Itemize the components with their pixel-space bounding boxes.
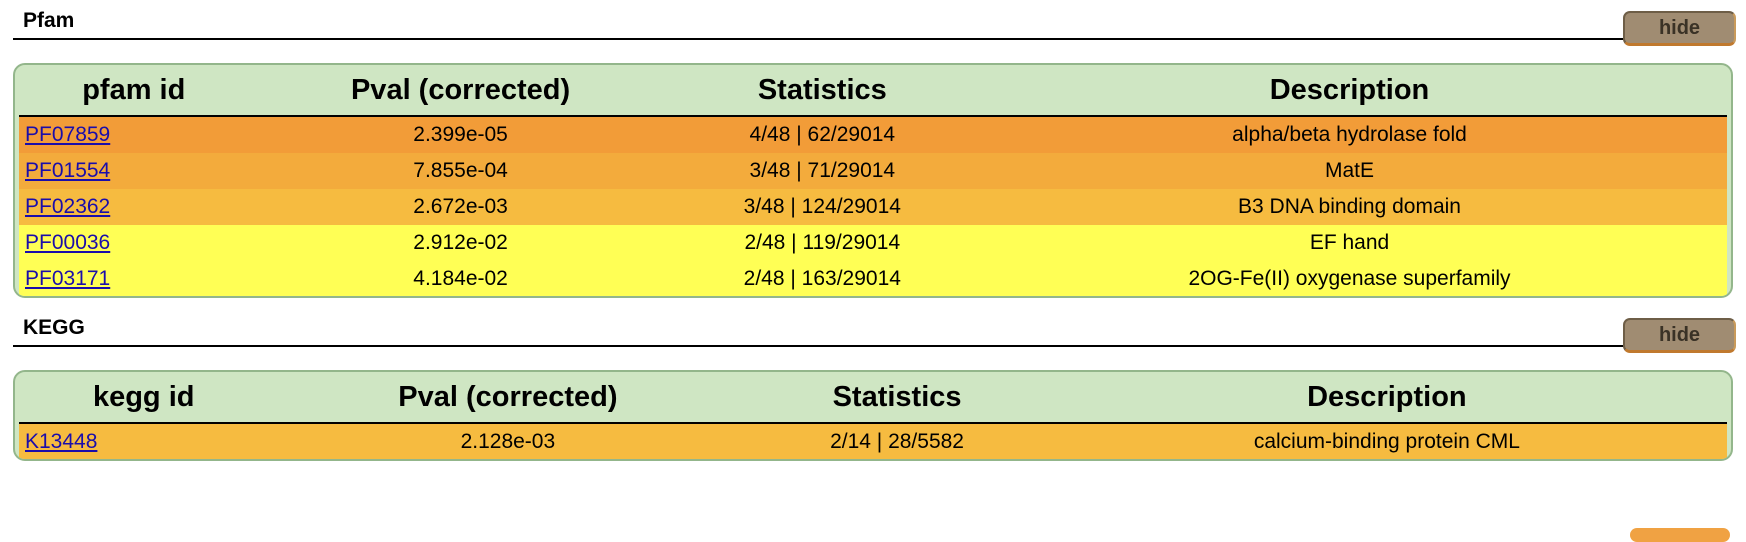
entry-id-link[interactable]: PF07859 (25, 123, 111, 146)
column-header-id: kegg id (19, 372, 269, 424)
column-header-description: Description (1046, 372, 1727, 424)
kegg-rows: K13448 2.128e-03 2/14 | 28/5582 calcium-bin… (19, 423, 1727, 459)
section-divider (13, 38, 1733, 40)
pval-cell: 4.184e-02 (413, 267, 508, 290)
column-header-pval: Pval (corrected) (248, 65, 673, 117)
statistics-cell: 2/48 | 119/29014 (744, 231, 901, 254)
pfam-results-panel: pfam id Pval (corrected) Statistics Desc… (13, 63, 1733, 298)
pval-cell: 2.912e-02 (413, 231, 508, 254)
pval-cell: 7.855e-04 (413, 159, 508, 182)
table-header-row: pfam id Pval (corrected) Statistics Desc… (19, 65, 1727, 117)
table-row: K13448 2.128e-03 2/14 | 28/5582 calcium-bin… (19, 423, 1727, 459)
id-cell: K13448 (19, 423, 268, 459)
pfam-rows: PF07859 2.399e-05 4/48 | 62/29014 alpha/bet… (19, 116, 1727, 296)
statistics-cell: 3/48 | 71/29014 (749, 159, 896, 182)
hide-button[interactable]: hide (1623, 11, 1736, 46)
table-row: PF01554 7.855e-04 3/48 | 71/29014 MatE (19, 153, 1727, 189)
pval-cell: 2.399e-05 (413, 123, 508, 146)
column-header-statistics: Statistics (747, 372, 1047, 424)
entry-id-link[interactable]: PF00036 (25, 231, 111, 254)
description-cell: B3 DNA binding domain (1238, 195, 1461, 218)
section-header-kegg: KEGG hide (13, 307, 1736, 353)
kegg-results-panel: kegg id Pval (corrected) Statistics Desc… (13, 370, 1733, 461)
column-header-statistics: Statistics (672, 65, 973, 117)
statistics-cell: 3/48 | 124/29014 (743, 195, 901, 218)
table-row: PF00036 2.912e-02 2/48 | 119/29014 EF hand (19, 225, 1727, 261)
section-title: KEGG (23, 316, 85, 339)
description-cell: 2OG-Fe(II) oxygenase superfamily (1188, 267, 1511, 290)
entry-id-link[interactable]: PF01554 (25, 159, 111, 182)
entry-id-link[interactable]: PF02362 (25, 195, 111, 218)
statistics-cell: 4/48 | 62/29014 (749, 123, 896, 146)
entry-id-link[interactable]: PF03171 (25, 267, 111, 290)
pval-cell: 2.672e-03 (413, 195, 508, 218)
description-cell: MatE (1325, 159, 1375, 182)
section-divider (13, 345, 1733, 347)
section-title: Pfam (23, 9, 75, 32)
entry-id-link[interactable]: K13448 (25, 430, 98, 453)
description-cell: EF hand (1309, 231, 1390, 254)
next-section-hide-button[interactable] (1630, 528, 1730, 542)
id-cell: PF01554 (19, 153, 249, 189)
id-cell: PF02362 (19, 189, 249, 225)
table-row: PF03171 4.184e-02 2/48 | 163/29014 2OG-Fe(I… (19, 261, 1727, 296)
pfam-results-table: pfam id Pval (corrected) Statistics Desc… (19, 65, 1727, 296)
hide-button[interactable]: hide (1623, 318, 1736, 353)
id-cell: PF00036 (19, 225, 249, 261)
column-header-id: pfam id (19, 65, 249, 117)
column-header-description: Description (972, 65, 1727, 117)
section-header-pfam: Pfam hide (13, 0, 1736, 46)
table-row: PF02362 2.672e-03 3/48 | 124/29014 B3 DNA b… (19, 189, 1727, 225)
column-header-pval: Pval (corrected) (268, 372, 748, 424)
table-row: PF07859 2.399e-05 4/48 | 62/29014 alpha/bet… (19, 116, 1727, 153)
description-cell: calcium-binding protein CML (1253, 430, 1520, 453)
table-header-row: kegg id Pval (corrected) Statistics Desc… (19, 372, 1727, 424)
id-cell: PF07859 (19, 116, 249, 153)
statistics-cell: 2/48 | 163/29014 (743, 267, 901, 290)
id-cell: PF03171 (19, 261, 249, 296)
kegg-results-table: kegg id Pval (corrected) Statistics Desc… (19, 372, 1727, 459)
description-cell: alpha/beta hydrolase fold (1232, 123, 1467, 146)
pval-cell: 2.128e-03 (460, 430, 556, 453)
statistics-cell: 2/14 | 28/5582 (830, 430, 964, 453)
